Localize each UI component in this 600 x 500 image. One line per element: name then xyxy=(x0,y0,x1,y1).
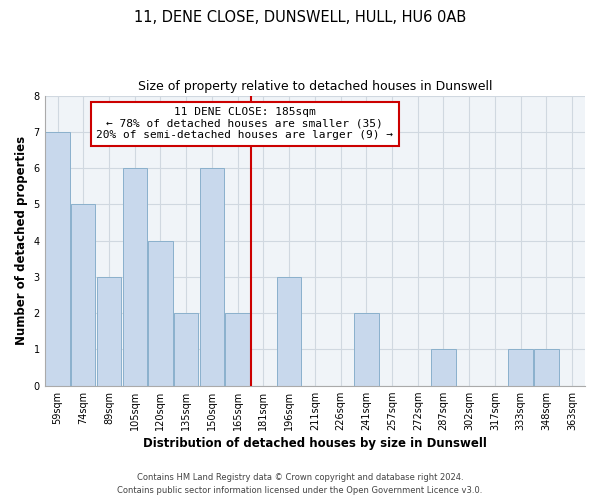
Bar xyxy=(508,350,533,386)
Bar xyxy=(46,132,70,386)
Bar xyxy=(122,168,147,386)
Bar xyxy=(200,168,224,386)
Bar xyxy=(71,204,95,386)
Bar xyxy=(534,350,559,386)
X-axis label: Distribution of detached houses by size in Dunswell: Distribution of detached houses by size … xyxy=(143,437,487,450)
Bar xyxy=(354,313,379,386)
Bar xyxy=(148,240,173,386)
Title: Size of property relative to detached houses in Dunswell: Size of property relative to detached ho… xyxy=(137,80,492,93)
Text: 11 DENE CLOSE: 185sqm
← 78% of detached houses are smaller (35)
20% of semi-deta: 11 DENE CLOSE: 185sqm ← 78% of detached … xyxy=(96,107,393,140)
Text: Contains HM Land Registry data © Crown copyright and database right 2024.
Contai: Contains HM Land Registry data © Crown c… xyxy=(118,474,482,495)
Y-axis label: Number of detached properties: Number of detached properties xyxy=(15,136,28,345)
Bar xyxy=(97,277,121,386)
Bar xyxy=(174,313,199,386)
Bar xyxy=(431,350,456,386)
Bar xyxy=(226,313,250,386)
Bar xyxy=(277,277,301,386)
Text: 11, DENE CLOSE, DUNSWELL, HULL, HU6 0AB: 11, DENE CLOSE, DUNSWELL, HULL, HU6 0AB xyxy=(134,10,466,25)
